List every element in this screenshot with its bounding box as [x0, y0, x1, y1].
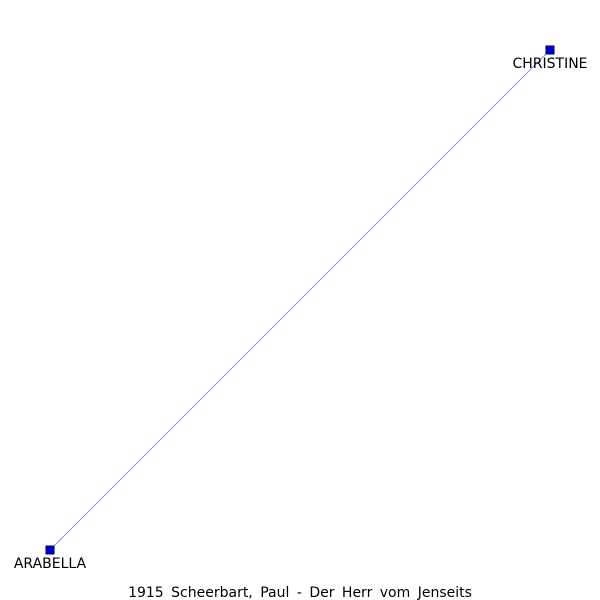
node-label-arabella: ARABELLA — [14, 556, 87, 572]
node-arabella[interactable] — [45, 545, 55, 555]
edge-christine-arabella — [49, 49, 551, 551]
graph-caption: 1915 Scheerbart, Paul - Der Herr vom Jen… — [128, 585, 472, 600]
node-christine[interactable] — [545, 45, 555, 55]
node-label-christine: CHRISTINE — [512, 56, 587, 72]
